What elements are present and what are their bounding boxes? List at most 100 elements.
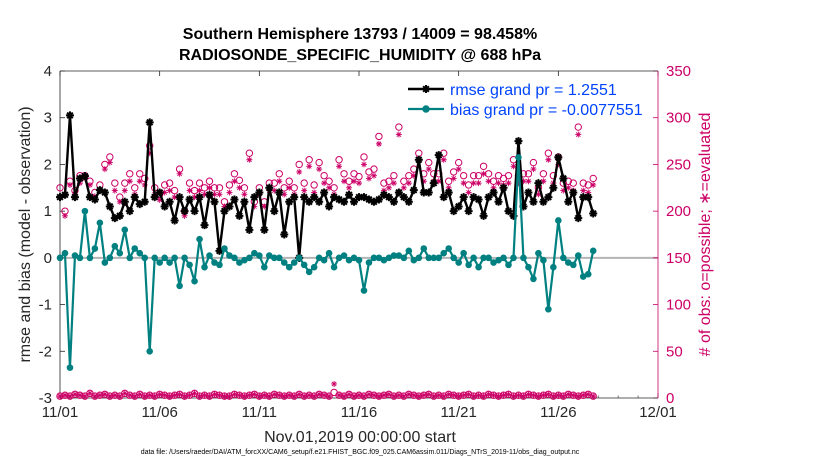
bias-point xyxy=(295,254,303,262)
obs-possible-point xyxy=(160,391,169,399)
obs-possible-point xyxy=(514,391,523,399)
obs-possible-point xyxy=(160,181,169,189)
rmse-point xyxy=(559,174,568,183)
bias-point xyxy=(111,242,119,250)
obs-evaluated-point xyxy=(510,163,517,170)
obs-possible-point xyxy=(375,132,383,141)
obs-evaluated-point xyxy=(520,393,527,400)
obs-evaluated-point xyxy=(66,181,73,188)
bias-point xyxy=(141,254,149,262)
obs-evaluated-point xyxy=(271,391,278,398)
bias-point xyxy=(320,256,328,264)
obs-possible-point xyxy=(320,171,328,180)
rmse-point xyxy=(165,197,174,206)
obs-evaluated-point xyxy=(261,203,268,210)
bias-point xyxy=(525,263,532,271)
obs-evaluated-point xyxy=(380,392,387,399)
obs-evaluated-point xyxy=(276,392,283,399)
rmse-point xyxy=(579,193,588,202)
obs-possible-point xyxy=(360,153,368,161)
obs-possible-point xyxy=(569,391,577,399)
obs-possible-point xyxy=(574,392,582,400)
obs-possible-point xyxy=(569,179,577,187)
bias-point xyxy=(61,249,69,257)
rmse-point xyxy=(469,193,478,202)
rmse-point xyxy=(280,230,289,239)
obs-evaluated-point xyxy=(146,392,153,399)
obs-evaluated-point xyxy=(91,393,98,400)
rmse-point xyxy=(305,197,314,206)
obs-evaluated-point xyxy=(281,191,288,198)
obs-possible-point xyxy=(295,160,303,169)
rmse-point xyxy=(105,202,114,211)
rmse-point xyxy=(70,193,79,202)
bias-point xyxy=(246,254,253,262)
rmse-point xyxy=(225,202,234,211)
obs-evaluated-point xyxy=(435,178,442,185)
y-right-tick-label: 200 xyxy=(666,203,691,220)
obs-evaluated-point xyxy=(256,393,263,400)
obs-possible-point xyxy=(469,171,478,180)
obs-evaluated-point xyxy=(206,393,213,400)
obs-evaluated-point xyxy=(535,191,542,198)
obs-possible-point xyxy=(395,123,403,131)
obs-evaluated-point xyxy=(201,191,208,198)
obs-evaluated-point xyxy=(351,178,358,185)
obs-possible-point xyxy=(320,391,328,399)
obs-possible-point xyxy=(300,179,308,187)
obs-evaluated-point xyxy=(445,184,452,191)
obs-evaluated-point xyxy=(590,181,597,188)
obs-possible-point xyxy=(370,391,378,399)
obs-evaluated-point xyxy=(246,392,253,399)
obs-possible-point xyxy=(410,391,418,399)
obs-evaluated-point xyxy=(251,391,258,398)
obs-evaluated-point xyxy=(455,166,462,173)
bias-point xyxy=(400,254,408,262)
rmse-point xyxy=(584,193,593,202)
obs-evaluated-point xyxy=(166,187,173,194)
obs-possible-point xyxy=(146,391,154,399)
obs-possible-point xyxy=(275,391,283,399)
obs-evaluated-point xyxy=(341,178,348,185)
obs-evaluated-point xyxy=(306,163,313,170)
obs-evaluated-point xyxy=(101,166,108,173)
rmse-point xyxy=(185,195,194,204)
obs-evaluated-point xyxy=(440,393,447,400)
bias-point xyxy=(256,252,263,259)
obs-evaluated-point xyxy=(266,393,273,400)
obs-evaluated-point xyxy=(580,187,587,194)
obs-evaluated-point xyxy=(191,194,198,201)
obs-evaluated-point xyxy=(580,392,587,399)
obs-possible-point xyxy=(76,391,84,399)
rmse-point xyxy=(175,193,184,202)
obs-evaluated-point xyxy=(116,198,123,205)
obs-evaluated-point xyxy=(495,393,502,400)
obs-evaluated-point xyxy=(430,393,437,400)
rmse-point xyxy=(350,197,359,206)
obs-possible-point xyxy=(215,391,224,399)
obs-possible-point xyxy=(589,174,597,183)
obs-evaluated-point xyxy=(346,184,353,191)
obs-evaluated-point xyxy=(106,159,113,166)
obs-possible-point xyxy=(240,392,249,400)
obs-possible-point xyxy=(489,391,498,399)
obs-evaluated-point xyxy=(475,180,482,187)
y-left-tick-label: 0 xyxy=(44,250,52,267)
obs-possible-point xyxy=(280,392,288,400)
bias-point xyxy=(290,259,298,266)
obs-evaluated-point xyxy=(515,180,522,187)
obs-possible-point xyxy=(445,177,453,185)
obs-possible-point xyxy=(479,162,488,170)
obs-possible-point xyxy=(56,184,64,192)
obs-evaluated-point xyxy=(156,196,163,203)
obs-possible-point xyxy=(579,391,587,399)
obs-evaluated-point xyxy=(380,187,387,194)
bias-point xyxy=(475,263,482,271)
rmse-point xyxy=(325,202,334,211)
obs-evaluated-point xyxy=(420,178,427,185)
bias-point xyxy=(206,252,213,259)
obs-evaluated-point xyxy=(241,191,248,198)
obs-evaluated-point xyxy=(356,392,362,399)
obs-possible-point xyxy=(245,391,254,399)
rmse-point xyxy=(215,246,224,255)
